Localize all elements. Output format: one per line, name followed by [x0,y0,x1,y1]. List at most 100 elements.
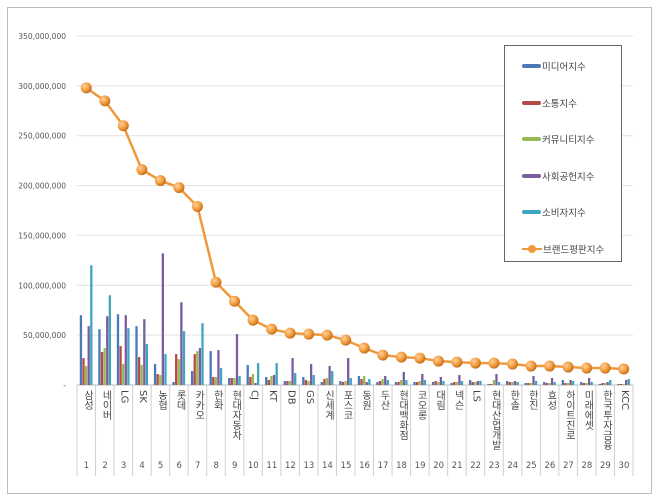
bar-5 [627,379,630,385]
x-rank-label: 27 [562,461,574,471]
y-tick-label: - [63,381,66,390]
brand-reputation-point [525,360,537,372]
x-rank-label: 18 [396,461,407,471]
bar-3 [177,359,180,385]
bar-2 [304,380,308,385]
bar-1 [506,381,509,385]
brand-reputation-point [117,120,129,132]
bar-5 [423,380,427,385]
bar-5 [201,323,204,385]
bar-5 [497,382,501,385]
x-rank-label: 11 [266,461,278,471]
brand-reputation-point [173,182,185,194]
y-tick-label: 100,000,000 [18,281,66,290]
brand-reputation-point [599,362,611,374]
bar-4 [235,334,239,385]
legend-label: 소비자지수 [542,208,586,219]
x-category-label: KT [266,390,278,402]
x-rank-label: 5 [157,461,164,471]
bar-3 [307,381,310,385]
bar-3 [418,381,421,385]
bar-2 [378,381,382,385]
bar-1 [580,382,583,385]
bar-5 [145,344,149,385]
bar-2 [415,382,419,385]
legend-label: 미디어지수 [542,62,586,73]
bar-2 [471,382,474,385]
x-rank-label: 7 [194,461,201,471]
bar-4 [402,372,405,385]
bar-5 [405,380,408,385]
bar-4 [272,375,276,385]
legend-swatch-icon [522,64,541,68]
x-rank-label: 14 [322,461,333,471]
brand-reputation-point [414,352,426,364]
brand-reputation-point [266,323,278,335]
bar-5 [572,381,575,385]
brand-reputation-point [469,357,481,369]
bar-4 [87,326,90,385]
bar-3 [84,366,88,385]
legend-swatch-icon [522,137,541,141]
brand-reputation-point [136,164,148,176]
bar-5 [164,354,167,385]
brand-reputation-point [451,356,463,368]
bar-3 [622,384,625,385]
bar-3 [122,364,125,385]
x-rank-label: 2 [102,461,108,471]
x-category-label: 대림 [433,390,445,410]
bar-3 [603,383,607,385]
bar-2 [360,379,363,385]
bar-3 [196,351,199,385]
bar-4 [458,375,461,385]
bar-4 [421,374,424,385]
brand-reputation-point [284,327,296,339]
legend-label: 사회공헌지수 [542,171,595,183]
brand-reputation-point [229,295,241,307]
x-category-label: LS [470,390,482,402]
brand-reputation-point [99,95,111,107]
brand-reputation-point [562,361,574,373]
bar-3 [251,374,255,385]
x-category-label: DB [285,390,297,405]
x-category-label: 현대백화점 [396,390,408,440]
bar-5 [442,381,445,385]
bar-2 [175,354,178,385]
x-rank-label: 15 [340,461,352,471]
x-category-label: 두산 [378,390,390,410]
x-rank-label: 24 [507,461,519,471]
bar-5 [238,376,241,385]
bar-1 [617,384,620,385]
bar-4 [328,366,331,385]
brand-reputation-point [618,363,630,375]
bar-4 [476,381,480,385]
bar-1 [450,383,453,385]
legend: 미디어지수 소통지수 커뮤니티지수 사회공헌지수 소비자지수 브랜드평판지수 [504,45,622,262]
x-rank-label: 1 [83,461,90,471]
bar-3 [511,382,514,385]
bar-4 [569,380,572,385]
bar-5 [127,328,130,385]
x-rank-label: 22 [470,461,482,471]
legend-item: 커뮤니티지수 [522,132,594,146]
bar-4 [347,358,350,385]
x-category-label: LG [118,390,130,404]
bar-2 [490,384,493,385]
bar-3 [492,380,495,385]
brand-reputation-point [303,328,315,340]
x-category-label: 한진 [526,390,538,410]
bar-1 [339,381,342,385]
bar-5 [349,378,352,385]
brand-reputation-point [247,314,259,326]
bar-4 [143,319,146,385]
x-rank-label: 4 [139,461,145,471]
bar-3 [344,381,347,385]
y-tick-label: 250,000,000 [18,132,66,141]
y-tick-label: 200,000,000 [18,182,66,191]
bar-4 [625,380,628,385]
x-category-label: 한국투자금융 [600,390,612,450]
bar-3 [474,382,477,385]
bar-2 [249,377,252,385]
bar-4 [495,374,498,385]
bar-2 [137,357,141,385]
